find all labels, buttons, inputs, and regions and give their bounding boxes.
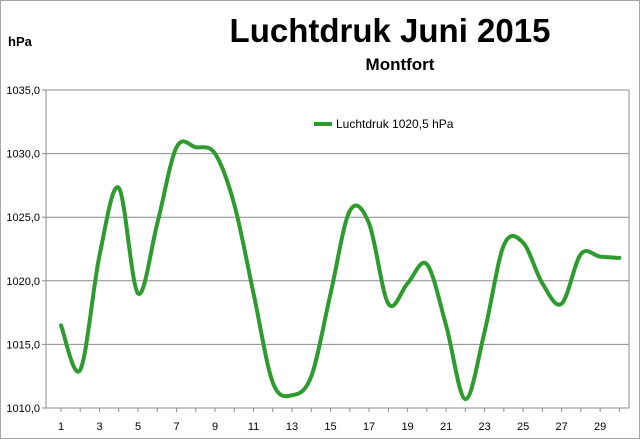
axes [42, 89, 630, 412]
y-tick-label: 1010,0 [6, 403, 40, 415]
x-tick-label: 15 [324, 421, 336, 433]
legend-label: Luchtdruk 1020,5 hPa [336, 117, 454, 131]
x-tick-label: 7 [173, 421, 179, 433]
chart-subtitle: Montfort [365, 55, 435, 74]
series-line [59, 139, 622, 402]
x-tick-labels: 1 3 5 7 9 11 13 15 17 19 21 23 25 27 29 [58, 421, 606, 433]
legend: Luchtdruk 1020,5 hPa [314, 117, 454, 131]
x-tick-label: 17 [363, 421, 375, 433]
x-tick-label: 5 [135, 421, 141, 433]
x-tick-label: 21 [440, 421, 452, 433]
y-axis-unit-label: hPa [8, 34, 32, 49]
y-tick-labels: 1010,0 1015,0 1020,0 1025,0 1030,0 1035,0 [6, 85, 40, 415]
y-tick-label: 1020,0 [6, 276, 40, 288]
gridlines [46, 89, 629, 409]
x-tick-label: 9 [212, 421, 218, 433]
x-tick-label: 27 [555, 421, 567, 433]
y-tick-label: 1025,0 [6, 212, 40, 224]
x-tick-label: 23 [478, 421, 490, 433]
x-tick-label: 29 [594, 421, 606, 433]
x-tick-label: 19 [401, 421, 413, 433]
x-tick-label: 25 [517, 421, 529, 433]
x-tick-label: 3 [96, 421, 102, 433]
x-tick-label: 11 [248, 421, 259, 433]
x-tick-label: 1 [58, 421, 64, 433]
chart-title: Luchtdruk Juni 2015 [229, 12, 551, 49]
y-tick-label: 1015,0 [6, 339, 40, 351]
y-tick-label: 1030,0 [6, 149, 40, 161]
x-tick-label: 13 [286, 421, 298, 433]
data-series [59, 139, 622, 402]
y-tick-label: 1035,0 [6, 85, 40, 97]
